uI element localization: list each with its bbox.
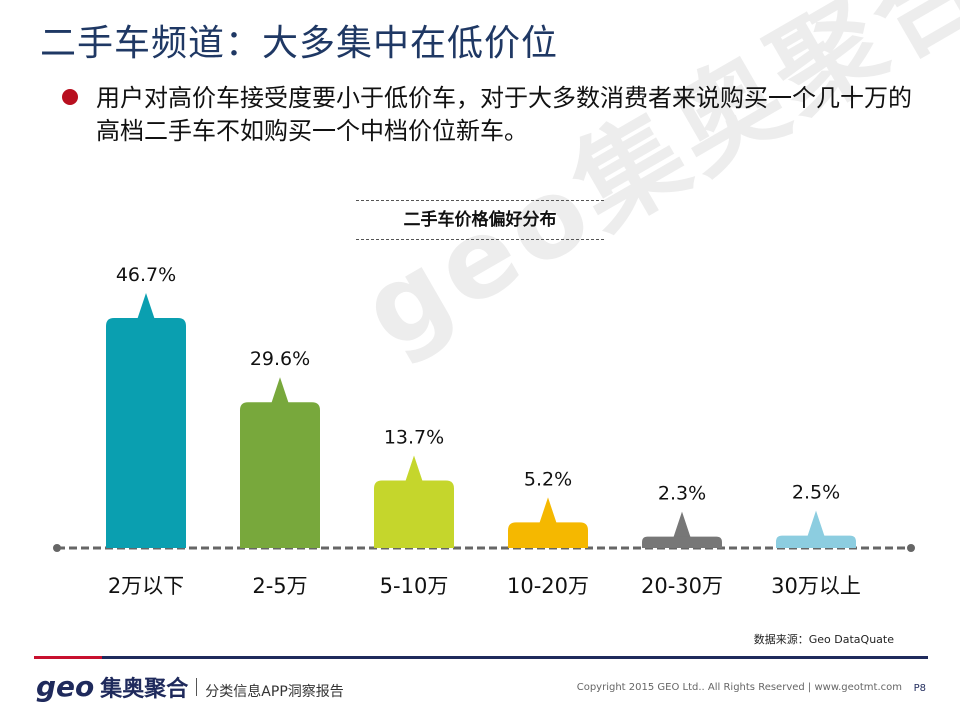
data-label: 46.7%	[116, 264, 176, 286]
footer-divider-accent	[34, 656, 102, 659]
bar-group: 2.5% 30万以上	[771, 482, 861, 598]
page-number: P8	[913, 683, 926, 694]
data-label: 13.7%	[384, 427, 444, 449]
data-source: 数据来源：Geo DataQuate	[753, 633, 894, 646]
page-title: 二手车频道：大多集中在低价位	[40, 23, 559, 64]
footer-divider	[102, 656, 928, 659]
bar-pointer	[271, 377, 289, 405]
bar-pointer	[137, 293, 155, 320]
bullet-text: 用户对高价车接受度要小于低价车，对于大多数消费者来说购买一个几十万的高档二手车不…	[96, 84, 912, 145]
bar-pointer	[539, 497, 557, 525]
bar	[508, 522, 588, 548]
x-tick-label: 30万以上	[771, 574, 861, 598]
bar	[106, 318, 186, 548]
footer-logo: geo 集奥聚合 分类信息APP洞察报告	[36, 670, 344, 703]
bar	[374, 480, 454, 548]
logo-chinese: 集奥聚合	[100, 677, 189, 702]
chart-title: 二手车价格偏好分布	[403, 210, 557, 230]
bar-pointer	[405, 455, 423, 483]
logo-latin: geo	[36, 670, 95, 703]
x-tick-label: 2-5万	[252, 574, 307, 598]
x-tick-label: 10-20万	[507, 574, 589, 598]
logo-separator	[196, 678, 198, 696]
bar	[240, 402, 320, 548]
bar-group: 2.3% 20-30万	[641, 483, 723, 598]
bar-group: 46.7% 2万以下	[106, 264, 186, 598]
copyright: Copyright 2015 GEO Ltd.. All Rights Rese…	[576, 682, 902, 693]
data-label: 29.6%	[250, 348, 310, 370]
bar-group: 29.6% 2-5万	[240, 348, 320, 598]
bar-pointer	[807, 510, 825, 538]
report-subtitle: 分类信息APP洞察报告	[205, 684, 344, 700]
bar-pointer	[673, 511, 691, 539]
chart-title-box: 二手车价格偏好分布	[356, 200, 604, 240]
x-tick-label: 20-30万	[641, 574, 723, 598]
bar-group: 13.7% 5-10万	[374, 427, 454, 598]
data-label: 5.2%	[524, 468, 572, 490]
bullet-dot-icon	[62, 89, 78, 105]
data-label: 2.3%	[658, 483, 706, 505]
data-label: 2.5%	[792, 482, 840, 504]
x-axis-end-dot	[907, 544, 915, 552]
x-tick-label: 5-10万	[380, 574, 449, 598]
bar	[776, 535, 856, 548]
bar-group: 5.2% 10-20万	[507, 468, 589, 598]
x-tick-label: 2万以下	[108, 574, 184, 598]
x-axis-start-dot	[53, 544, 61, 552]
bar	[642, 536, 722, 548]
